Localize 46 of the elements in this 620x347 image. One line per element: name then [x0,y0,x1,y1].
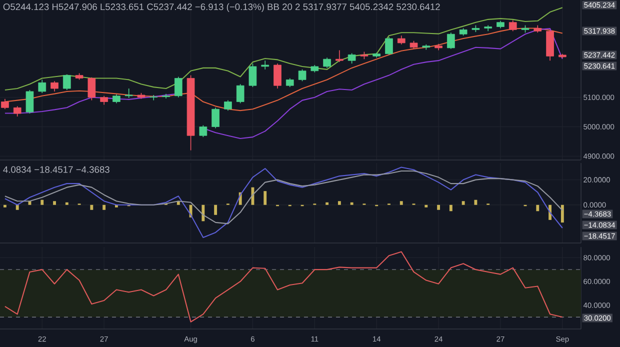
bar [40,200,44,205]
candlestick [26,90,34,114]
candlestick [212,107,220,129]
candlestick [50,80,58,92]
bar [449,204,452,212]
chart-title: 4.0834 −18.4517 −4.3683 [3,166,110,173]
chart-title: O5244.123 H5247.906 L5233.651 C5237.442 −6.913 (−0.13%) BB 20 2 5317.9377 5405.2342 5230.6412 [3,3,440,12]
candlestick [348,52,356,64]
bar [264,191,267,205]
candlestick [336,50,344,62]
candlestick [62,74,71,90]
bar [3,204,6,208]
candlestick [224,100,232,111]
bar [214,204,218,215]
candlestick [150,94,158,101]
candlestick [199,124,208,138]
bar [437,204,440,210]
candlestick [88,76,96,101]
bar [65,202,68,205]
candlestick [385,36,393,56]
candlestick [174,76,182,98]
bar [350,202,354,205]
bar [424,204,428,208]
candlestick [1,98,9,110]
bar [462,201,465,205]
candlestick [13,106,22,117]
candlestick [236,84,244,104]
candlestick [124,88,133,98]
bar [536,204,540,212]
bar [326,202,329,205]
candlestick [323,57,331,68]
bar [560,204,564,223]
candlestick [508,20,517,32]
candlestick [274,63,282,89]
bar [90,204,94,210]
bar [338,201,341,205]
candlestick [261,60,270,70]
bar [474,200,478,205]
candlestick [298,69,306,82]
candlestick [447,32,455,50]
bar [400,201,403,205]
bar [102,204,106,210]
candlestick [248,63,257,88]
bar [16,204,19,210]
candlestick [38,79,46,94]
bar [53,201,56,205]
